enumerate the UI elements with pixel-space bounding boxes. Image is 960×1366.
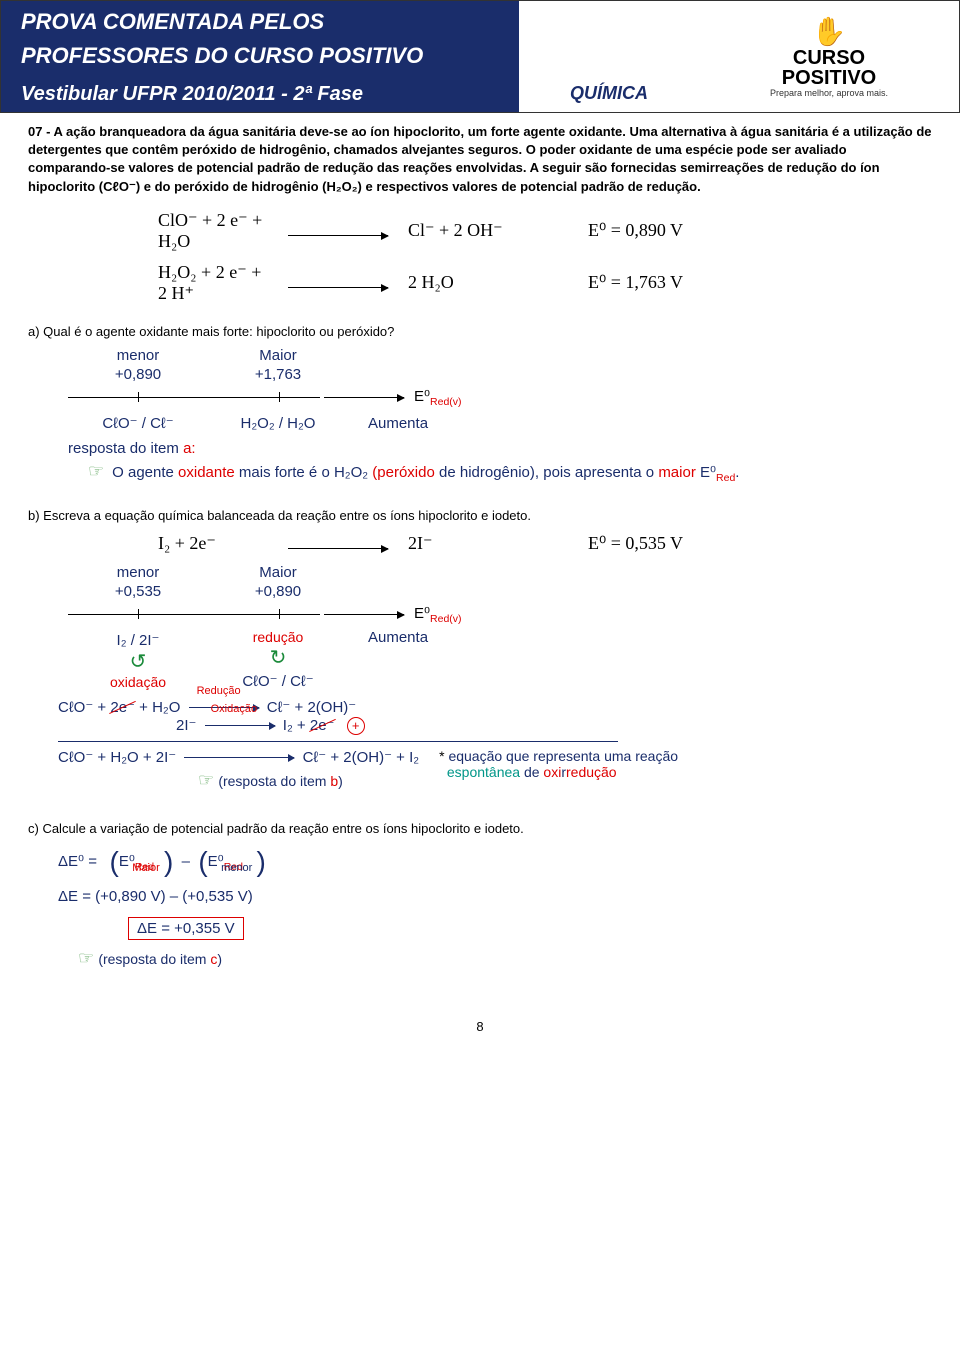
reaction-equations: CℓO⁻ + 2e⁻ + H₂O Redução Cℓ⁻ + 2(OH)⁻ 2I…: [58, 698, 932, 791]
logo-hand-icon: ✋: [812, 15, 847, 48]
content-area: 07 - A ação branqueadora da água sanitár…: [0, 113, 960, 989]
species-h2o2: H₂O₂ / H₂O: [208, 415, 348, 432]
curved-arrow-icon: ↻: [208, 645, 348, 670]
spontaneous-note: * equação que representa uma reação espo…: [439, 748, 678, 780]
answer-a-label: resposta do item a:: [68, 440, 932, 457]
delta-result: ΔE = +0,355 V: [128, 917, 244, 940]
eq1-reactants: ClO⁻ + 2 e⁻ + H₂O: [28, 210, 268, 252]
eq-1: ClO⁻ + 2 e⁻ + H₂O Cl⁻ + 2 OH⁻ E⁰ = 0,890…: [28, 210, 932, 252]
species-clo: CℓO⁻ / Cℓ⁻: [68, 414, 208, 432]
logo-block: ✋ CURSO POSITIVO Prepara melhor, aprova …: [699, 1, 959, 112]
logo-text-2: POSITIVO: [782, 68, 876, 88]
plus-circle-icon: +: [347, 717, 365, 735]
label-maior-b: Maior: [208, 564, 348, 581]
item-a-label: a) Qual é o agente oxidante mais forte: …: [28, 324, 932, 339]
banner-exam: Vestibular UFPR 2010/2011 - 2ª Fase: [21, 83, 363, 106]
eq-iodine: I₂ + 2e⁻ 2I⁻ E⁰ = 0,535 V: [28, 533, 932, 554]
val-0890: +0,890: [68, 366, 208, 383]
scale-diagram-a: menor +0,890 Maior +1,763 E⁰Red(v) CℓO⁻ …: [68, 347, 932, 432]
label-maior: Maior: [208, 347, 348, 364]
label-menor-b: menor: [68, 564, 208, 581]
val-1763: +1,763: [208, 366, 348, 383]
item-b-label: b) Escreva a equação química balanceada …: [28, 508, 932, 523]
eq1-products: Cl⁻ + 2 OH⁻: [408, 220, 588, 241]
label-menor: menor: [68, 347, 208, 364]
label-reducao: redução: [208, 629, 348, 645]
label-aumenta: Aumenta: [368, 415, 428, 432]
item-c-label: c) Calcule a variação de potencial padrã…: [28, 821, 932, 836]
scale-diagram-b: menor +0,535 Maior +0,890 E⁰Red(v) I₂ / …: [68, 564, 932, 690]
reaction-2: 2I⁻ Oxidação I₂ + 2e⁻ +: [176, 716, 932, 735]
e-red-label-b: E⁰Red(v): [414, 604, 462, 625]
pointer-icon: ☞: [88, 461, 104, 482]
arrow-icon: [268, 220, 408, 241]
logo-text-1: CURSO: [793, 48, 865, 68]
eqb-reactants: I₂ + 2e⁻: [28, 533, 268, 554]
subject-label: QUÍMICA: [519, 1, 699, 112]
arrow-icon: [268, 272, 408, 293]
delta-formula: ΔE⁰ = (E⁰Red Maior ) – (E⁰Red menor ): [58, 846, 932, 878]
eq2-potential: E⁰ = 1,763 V: [588, 272, 748, 293]
delta-numeric: ΔE = (+0,890 V) – (+0,535 V): [58, 888, 932, 905]
question-07-text: 07 - A ação branqueadora da água sanitár…: [28, 123, 932, 196]
page-header: PROVA COMENTADA PELOS PROFESSORES DO CUR…: [0, 0, 960, 113]
e-red-label: E⁰Red(v): [414, 387, 462, 408]
pointer-icon: ☞: [78, 948, 94, 968]
eqb-potential: E⁰ = 0,535 V: [588, 533, 748, 554]
val-0535: +0,535: [68, 583, 208, 600]
answer-a-text: ☞ O agente oxidante mais forte é o H₂O₂ …: [88, 463, 932, 484]
arrow-icon: [268, 533, 408, 554]
label-oxidacao: oxidação: [68, 674, 208, 690]
eq-2: H₂O₂ + 2 e⁻ + 2 H⁺ 2 H₂O E⁰ = 1,763 V: [28, 262, 932, 304]
label-aumenta-b: Aumenta: [368, 629, 428, 646]
half-reactions: ClO⁻ + 2 e⁻ + H₂O Cl⁻ + 2 OH⁻ E⁰ = 0,890…: [28, 210, 932, 304]
banner-line1: PROVA COMENTADA PELOS: [1, 1, 519, 43]
pointer-icon: ☞: [198, 770, 214, 790]
eq2-products: 2 H₂O: [408, 272, 588, 293]
species-i2: I₂ / 2I⁻: [68, 631, 208, 649]
eq1-potential: E⁰ = 0,890 V: [588, 220, 748, 241]
delta-e-calc: ΔE⁰ = (E⁰Red Maior ) – (E⁰Red menor ) ΔE…: [58, 846, 932, 969]
header-left: PROVA COMENTADA PELOS PROFESSORES DO CUR…: [1, 1, 519, 112]
eq2-reactants: H₂O₂ + 2 e⁻ + 2 H⁺: [28, 262, 268, 304]
divider: [58, 741, 618, 742]
banner-line2: PROFESSORES DO CURSO POSITIVO: [1, 43, 519, 77]
val-0890-b: +0,890: [208, 583, 348, 600]
eqb-products: 2I⁻: [408, 533, 588, 554]
reaction-1: CℓO⁻ + 2e⁻ + H₂O Redução Cℓ⁻ + 2(OH)⁻: [58, 698, 932, 716]
global-equation: CℓO⁻ + H₂O + 2I⁻ Cℓ⁻ + 2(OH)⁻ + I₂ ☞ (re…: [58, 748, 419, 791]
arrow-icon: [324, 614, 404, 615]
curved-arrow-icon: ↺: [68, 649, 208, 674]
arrow-icon: [324, 397, 404, 398]
logo-tagline: Prepara melhor, aprova mais.: [770, 88, 888, 98]
page-number: 8: [0, 1019, 960, 1054]
banner-line3: Vestibular UFPR 2010/2011 - 2ª Fase: [1, 77, 519, 112]
